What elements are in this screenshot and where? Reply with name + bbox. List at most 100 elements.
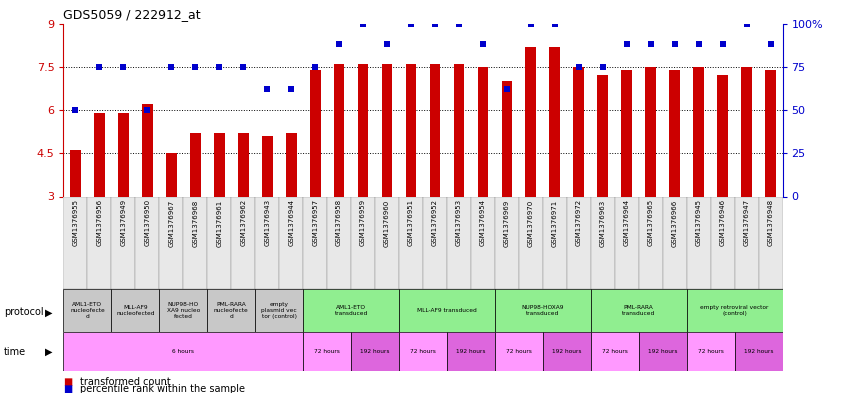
Text: GSM1376966: GSM1376966: [672, 199, 678, 246]
Bar: [711, 196, 734, 289]
Bar: [351, 332, 399, 371]
Bar: [471, 196, 495, 289]
Bar: [399, 289, 495, 332]
Bar: [142, 104, 153, 196]
Bar: [279, 196, 303, 289]
Bar: [669, 70, 680, 196]
Bar: [112, 289, 159, 332]
Text: GSM1376947: GSM1376947: [744, 199, 750, 246]
Text: ▶: ▶: [46, 307, 52, 318]
Text: ■: ■: [63, 377, 73, 387]
Bar: [453, 64, 464, 196]
Text: percentile rank within the sample: percentile rank within the sample: [80, 384, 245, 393]
Text: GSM1376958: GSM1376958: [336, 199, 342, 246]
Text: 192 hours: 192 hours: [744, 349, 773, 354]
Text: ▶: ▶: [46, 347, 52, 357]
Bar: [734, 196, 759, 289]
Bar: [255, 289, 303, 332]
Bar: [351, 196, 375, 289]
Text: GSM1376954: GSM1376954: [480, 199, 486, 246]
Bar: [591, 332, 639, 371]
Text: GSM1376970: GSM1376970: [528, 199, 534, 246]
Text: 192 hours: 192 hours: [360, 349, 390, 354]
Bar: [63, 289, 112, 332]
Bar: [63, 332, 303, 371]
Text: GSM1376955: GSM1376955: [73, 199, 79, 246]
Bar: [495, 289, 591, 332]
Text: GSM1376945: GSM1376945: [695, 199, 701, 246]
Text: GSM1376968: GSM1376968: [192, 199, 198, 246]
Text: GSM1376952: GSM1376952: [432, 199, 438, 246]
Text: NUP98-HO
XA9 nucleo
fected: NUP98-HO XA9 nucleo fected: [167, 302, 200, 319]
Text: 192 hours: 192 hours: [456, 349, 486, 354]
Bar: [621, 70, 632, 196]
Bar: [333, 64, 344, 196]
Bar: [591, 196, 615, 289]
Bar: [118, 113, 129, 196]
Text: transformed count: transformed count: [80, 377, 171, 387]
Text: GSM1376949: GSM1376949: [120, 199, 126, 246]
Bar: [447, 332, 495, 371]
Text: GSM1376961: GSM1376961: [217, 199, 222, 246]
Bar: [759, 196, 783, 289]
Bar: [525, 47, 536, 196]
Text: 72 hours: 72 hours: [314, 349, 340, 354]
Bar: [135, 196, 159, 289]
Bar: [159, 196, 184, 289]
Text: GSM1376959: GSM1376959: [360, 199, 366, 246]
Text: 192 hours: 192 hours: [648, 349, 678, 354]
Bar: [741, 67, 752, 196]
Bar: [405, 64, 416, 196]
Text: GSM1376957: GSM1376957: [312, 199, 318, 246]
Bar: [214, 133, 225, 196]
Bar: [303, 289, 399, 332]
Bar: [495, 332, 543, 371]
Text: AML1-ETO
nucleofecte
d: AML1-ETO nucleofecte d: [70, 302, 105, 319]
Bar: [717, 75, 728, 196]
Bar: [693, 67, 704, 196]
Text: GSM1376944: GSM1376944: [288, 199, 294, 246]
Text: 6 hours: 6 hours: [173, 349, 195, 354]
Bar: [687, 196, 711, 289]
Bar: [615, 196, 639, 289]
Bar: [574, 67, 585, 196]
Bar: [662, 196, 687, 289]
Bar: [543, 196, 567, 289]
Bar: [190, 133, 201, 196]
Bar: [112, 196, 135, 289]
Text: GSM1376971: GSM1376971: [552, 199, 558, 246]
Text: GSM1376951: GSM1376951: [408, 199, 414, 246]
Text: protocol: protocol: [4, 307, 44, 318]
Text: GSM1376965: GSM1376965: [648, 199, 654, 246]
Bar: [63, 196, 87, 289]
Bar: [94, 113, 105, 196]
Bar: [286, 133, 297, 196]
Text: 72 hours: 72 hours: [410, 349, 436, 354]
Text: GSM1376962: GSM1376962: [240, 199, 246, 246]
Text: GSM1376948: GSM1376948: [767, 199, 773, 246]
Text: empty retroviral vector
(control): empty retroviral vector (control): [700, 305, 769, 316]
Bar: [687, 289, 783, 332]
Bar: [591, 289, 687, 332]
Text: GDS5059 / 222912_at: GDS5059 / 222912_at: [63, 8, 201, 21]
Text: empty
plasmid vec
tor (control): empty plasmid vec tor (control): [261, 302, 297, 319]
Bar: [430, 64, 441, 196]
Bar: [399, 196, 423, 289]
Bar: [447, 196, 471, 289]
Bar: [519, 196, 543, 289]
Text: GSM1376964: GSM1376964: [624, 199, 629, 246]
Bar: [358, 64, 369, 196]
Bar: [567, 196, 591, 289]
Text: GSM1376963: GSM1376963: [600, 199, 606, 246]
Text: ■: ■: [63, 384, 73, 393]
Bar: [303, 196, 327, 289]
Bar: [159, 289, 207, 332]
Text: GSM1376953: GSM1376953: [456, 199, 462, 246]
Bar: [87, 196, 112, 289]
Bar: [207, 289, 255, 332]
Bar: [184, 196, 207, 289]
Bar: [687, 332, 734, 371]
Text: GSM1376967: GSM1376967: [168, 199, 174, 246]
Text: 192 hours: 192 hours: [552, 349, 581, 354]
Bar: [765, 70, 776, 196]
